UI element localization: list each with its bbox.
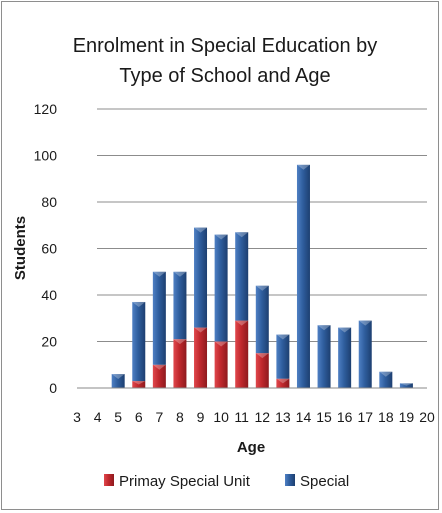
x-tick-label-17: 17: [357, 409, 373, 425]
bar-special-age-19: [399, 383, 413, 388]
bar-cap-special-age-12: [255, 285, 269, 291]
bar-primay-special-unit-age-7: [152, 364, 166, 388]
bar-cap-primay-special-unit-age-10: [214, 341, 228, 347]
bar-cap-special-age-13: [276, 334, 290, 340]
bar-cap-primay-special-unit-age-9: [194, 327, 208, 333]
bar-special-age-8: [173, 271, 187, 340]
y-tick-label-40: 40: [41, 287, 57, 303]
bar-cap-special-age-17: [358, 320, 372, 326]
chart-title-line-1: Enrolment in Special Education by: [73, 35, 378, 57]
gridlines: [97, 108, 427, 342]
bar-cap-special-age-9: [194, 227, 208, 233]
y-axis-ticks: 0 20 40 60 80 100 120: [34, 101, 58, 396]
bar-cap-primay-special-unit-age-7: [152, 364, 166, 370]
bar-cap-primay-special-unit-age-11: [235, 320, 249, 326]
bar-special-age-18: [379, 371, 393, 388]
x-tick-label-13: 13: [275, 409, 291, 425]
bar-primay-special-unit-age-9: [194, 327, 208, 388]
bar-primay-special-unit-age-11: [235, 320, 249, 388]
x-tick-label-8: 8: [176, 409, 184, 425]
bar-primay-special-unit-age-13: [276, 378, 290, 388]
bar-special-age-11: [235, 232, 249, 321]
x-tick-label-10: 10: [213, 409, 229, 425]
x-tick-label-14: 14: [296, 409, 312, 425]
legend-swatch-special: [285, 474, 295, 486]
bar-cap-special-age-18: [379, 371, 393, 377]
bar-primay-special-unit-age-6: [132, 381, 146, 388]
y-tick-label-20: 20: [41, 334, 57, 350]
bar-cap-special-age-16: [338, 327, 352, 333]
bar-primay-special-unit-age-10: [214, 341, 228, 388]
y-tick-label-120: 120: [34, 101, 58, 117]
bar-special-age-17: [358, 320, 372, 388]
y-tick-label-60: 60: [41, 241, 57, 257]
bar-cap-primay-special-unit-age-6: [132, 381, 146, 385]
bar-special-age-15: [317, 325, 331, 388]
x-tick-label-7: 7: [155, 409, 163, 425]
x-tick-label-9: 9: [197, 409, 205, 425]
legend-label-primary-special-unit: Primay Special Unit: [119, 473, 251, 490]
bar-special-age-7: [152, 271, 166, 365]
bar-cap-special-age-6: [132, 301, 146, 307]
bar-special-age-16: [338, 327, 352, 388]
y-tick-label-80: 80: [41, 194, 57, 210]
bar-cap-special-age-15: [317, 325, 331, 331]
x-tick-label-5: 5: [114, 409, 122, 425]
x-axis-title: Age: [237, 439, 265, 456]
bar-cap-special-age-11: [235, 232, 249, 238]
bar-cap-primay-special-unit-age-8: [173, 339, 187, 345]
x-tick-label-6: 6: [135, 409, 143, 425]
x-tick-label-20: 20: [419, 409, 435, 425]
chart-title-line-2: Type of School and Age: [119, 65, 330, 87]
bar-special-age-6: [132, 301, 146, 382]
bar-cap-special-age-14: [296, 164, 310, 170]
bar-cap-special-age-7: [152, 271, 166, 277]
x-tick-label-11: 11: [234, 409, 249, 425]
bar-cap-special-age-19: [399, 383, 413, 386]
x-axis-ticks: 3 4 5 6 7 8 9 10 11 12 13 14 15 16 17 18 19 20: [73, 409, 435, 425]
legend: Primay Special Unit Special: [104, 473, 349, 490]
x-tick-label-3: 3: [73, 409, 81, 425]
bar-primay-special-unit-age-8: [173, 339, 187, 388]
x-tick-label-18: 18: [378, 409, 394, 425]
y-axis-title: Students: [12, 216, 29, 280]
x-tick-label-4: 4: [94, 409, 102, 425]
legend-swatch-primary-special-unit: [104, 474, 114, 486]
x-tick-label-19: 19: [399, 409, 415, 425]
bar-cap-special-age-5: [111, 374, 125, 380]
legend-label-special: Special: [300, 473, 349, 490]
bar-special-age-12: [255, 285, 269, 354]
bar-special-age-10: [214, 234, 228, 342]
bar-special-age-13: [276, 334, 290, 379]
y-tick-label-0: 0: [49, 380, 57, 396]
x-tick-label-16: 16: [337, 409, 353, 425]
y-tick-label-100: 100: [34, 148, 58, 164]
bars: [111, 164, 413, 388]
bar-cap-special-age-10: [214, 234, 228, 240]
bar-primay-special-unit-age-12: [255, 353, 269, 388]
bar-cap-special-age-8: [173, 271, 187, 277]
bar-special-age-14: [296, 164, 310, 388]
x-tick-label-15: 15: [316, 409, 332, 425]
bar-cap-primay-special-unit-age-13: [276, 378, 290, 384]
x-tick-label-12: 12: [255, 409, 271, 425]
bar-special-age-9: [194, 227, 208, 328]
bar-special-age-5: [111, 374, 125, 388]
bar-cap-primay-special-unit-age-12: [255, 353, 269, 359]
